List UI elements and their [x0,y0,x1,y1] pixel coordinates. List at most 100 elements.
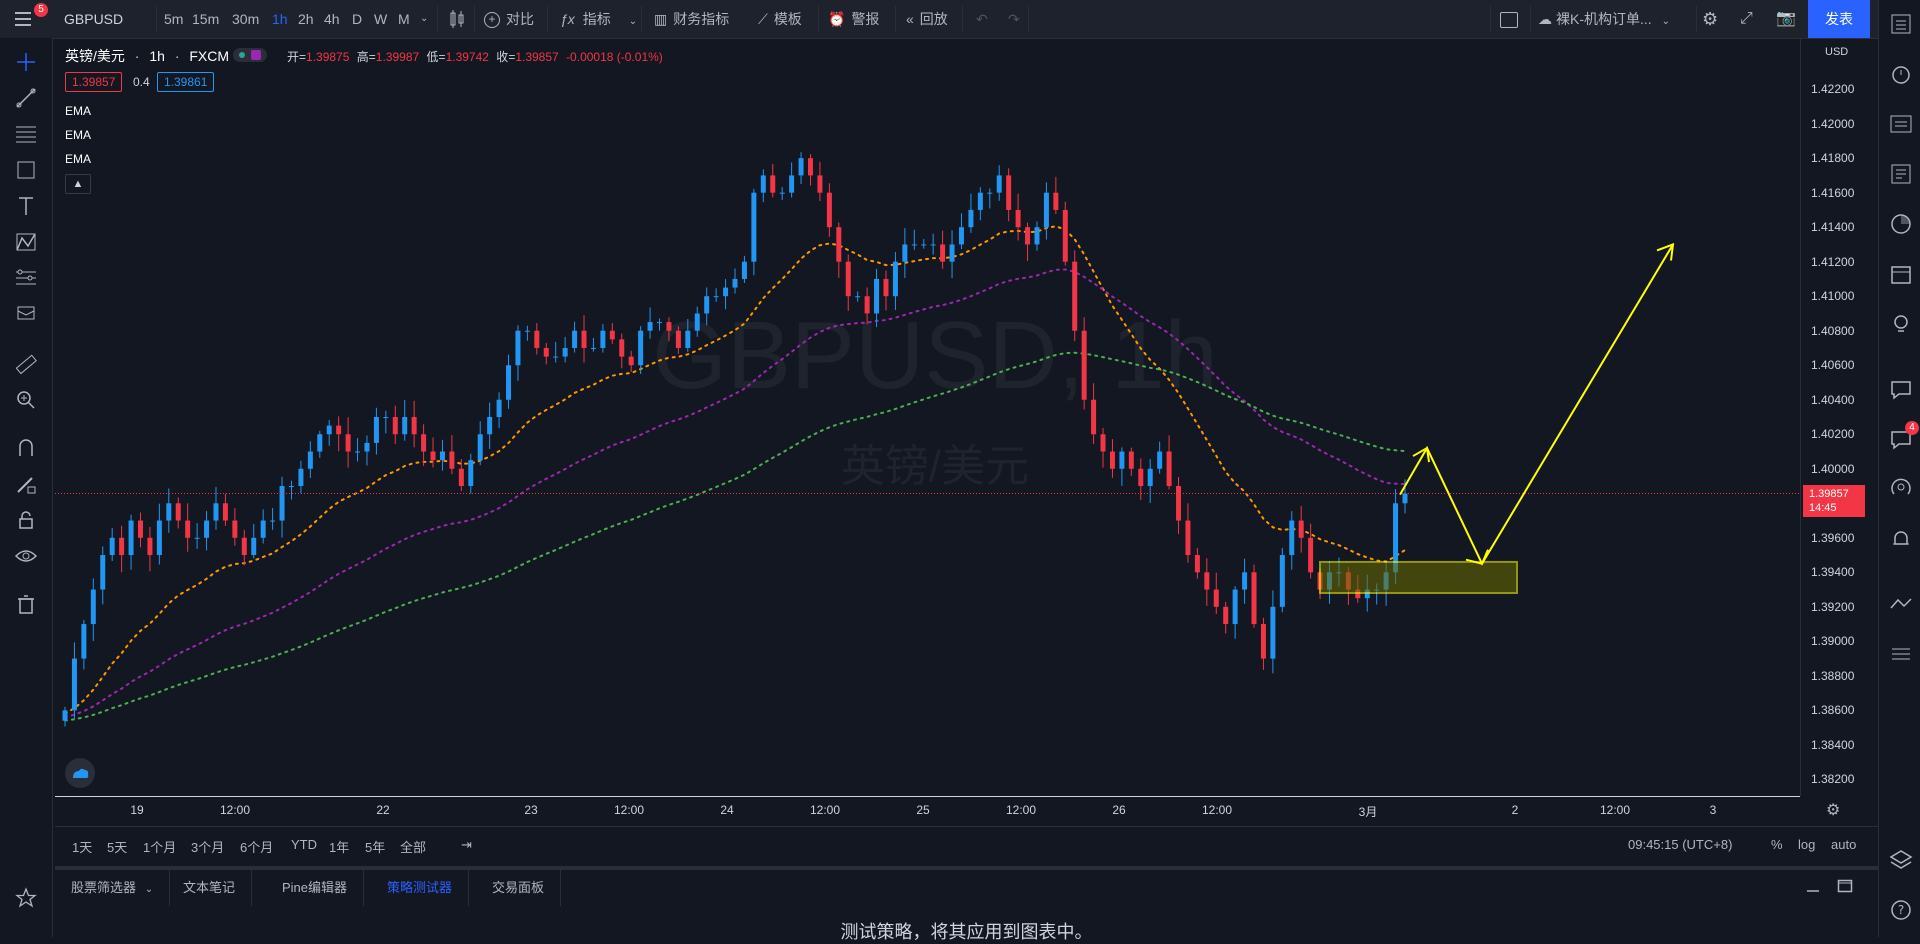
indicator-legend-ema-3[interactable]: EMA [65,152,92,166]
interval-chevron-down-icon[interactable]: ⌄ [420,13,429,24]
interval-d[interactable]: D [352,11,363,27]
auto-scale-toggle[interactable]: auto [1831,837,1857,852]
keep-drawing-tool[interactable] [12,470,40,498]
undo-button[interactable]: ↶ [976,0,988,38]
bid-price-box[interactable]: 1.39857 [65,72,123,92]
fib-tool[interactable] [12,120,40,148]
interval-m[interactable]: M [398,11,410,27]
indicator-legend-ema-2[interactable]: EMA [65,128,92,142]
dom-button[interactable] [1887,640,1915,668]
goto-date-button[interactable]: ⇥ [461,837,472,853]
range-button[interactable]: 1个月 [143,840,177,855]
notifications-button[interactable] [1887,525,1915,553]
trading-button[interactable] [1887,590,1915,618]
help-button[interactable]: ? [1887,896,1915,924]
interval-4h[interactable]: 4h [324,11,340,27]
ask-price-box[interactable]: 1.39861 [157,72,215,92]
snapshot-button[interactable]: 📷 [1776,0,1796,38]
fullscreen-layout-button[interactable] [1500,0,1518,38]
settings-button[interactable]: ⚙ [1702,0,1718,38]
magnet-tool[interactable] [12,434,40,462]
interval-1h[interactable]: 1h [272,11,288,27]
interval-15m[interactable]: 15m [192,11,220,27]
publish-button[interactable]: 发表 [1808,0,1870,38]
log-scale-toggle[interactable]: log [1798,837,1816,852]
price-axis[interactable]: USD 1.42200 1.42000 1.41800 1.41600 1.41400 1… [1800,38,1879,796]
calendar-button[interactable] [1887,260,1915,288]
bar-chart-icon: ▥ [654,11,668,27]
replay-button[interactable]: « 回放 [906,0,948,38]
range-button[interactable]: 6个月 [240,840,274,855]
chevron-down-icon[interactable]: ⌄ [1661,16,1671,27]
range-button[interactable]: 全部 [400,840,427,855]
axis-settings-button[interactable]: ⚙ [1826,800,1840,820]
maximize-panel-button[interactable] [1837,878,1853,894]
range-button[interactable]: YTD [291,837,317,852]
range-button[interactable]: 3个月 [191,840,225,855]
chart-type-button[interactable] [448,0,466,38]
chevron-down-icon[interactable]: ⌄ [628,16,638,27]
layers-icon [1889,850,1913,869]
messages-button[interactable]: 4 [1887,421,1919,453]
candle [1232,586,1238,639]
bottom-tab[interactable]: 交易面板 [476,870,562,906]
watchlist-button[interactable] [1887,10,1915,38]
text-tool[interactable] [12,192,40,220]
bottom-tab[interactable]: 策略测试器 [371,870,470,906]
clock-display[interactable]: 09:45:15 (UTC+8) [1628,837,1733,852]
menu-button[interactable]: 5 [14,0,48,38]
ideas-button[interactable] [1887,310,1915,338]
hotlist-button[interactable] [1887,210,1915,238]
tradingview-logo[interactable] [65,758,95,788]
zoom-tool[interactable] [12,386,40,414]
percent-scale-toggle[interactable]: % [1771,837,1783,852]
chart-pane[interactable]: GBPUSD, 1h 英镑/美元 英镑/美元 · 1h · FXCM 开=1.3… [55,38,1800,796]
candlestick-chart[interactable]: GBPUSD, 1h 英镑/美元 [55,38,1800,796]
measure-tool[interactable] [12,350,40,378]
interval-5m[interactable]: 5m [164,11,184,27]
time-tick-label: 12:00 [219,803,251,817]
bottom-tab[interactable]: Pine编辑器 [266,870,365,906]
redo-button[interactable]: ↷ [1008,0,1020,38]
indicators-button[interactable]: ƒx 指标 ⌄ [560,0,637,38]
prediction-tool[interactable] [12,264,40,292]
lock-tool[interactable] [12,506,40,534]
layers-button[interactable] [1887,846,1915,874]
pattern-tool[interactable] [12,228,40,256]
collapse-legend-button[interactable]: ▲ [65,174,91,194]
indicator-legend-ema-1[interactable]: EMA [65,104,92,118]
minimize-panel-button[interactable] [1805,878,1821,894]
time-axis[interactable]: 19 12:00 22 23 12:00 24 12:00 25 12:00 26 12:00 3月 2… [55,796,1800,825]
symbol-search[interactable]: GBPUSD [64,11,124,27]
templates-button[interactable]: ⟋ 模板 [758,0,802,38]
bottom-tab[interactable]: 文本笔记 [167,870,253,906]
interval-30m[interactable]: 30m [232,11,260,27]
range-button[interactable]: 5天 [107,840,128,855]
layout-name-button[interactable]: ☁ 裸K-机构订单... ⌄ [1538,0,1670,38]
range-button[interactable]: 1天 [72,840,93,855]
candle-body [770,175,776,193]
fullscreen-button[interactable]: ⤢ [1740,0,1753,38]
visibility-tool[interactable] [12,542,40,570]
bottom-tab[interactable]: 股票筛选器 ⌄ [55,870,171,906]
interval-2h[interactable]: 2h [298,11,314,27]
icons-tool[interactable] [12,300,40,328]
trendline-tool[interactable] [12,84,40,112]
chat-button[interactable] [1887,375,1915,403]
news-button[interactable] [1887,160,1915,188]
range-button[interactable]: 1年 [329,840,350,855]
alert-button[interactable]: ⏰ 警报 [828,0,879,38]
shapes-tool[interactable] [12,156,40,184]
alerts-button[interactable] [1887,60,1915,88]
compare-button[interactable]: + 对比 [484,0,534,38]
range-button[interactable]: 5年 [365,840,386,855]
remove-drawings-tool[interactable] [12,590,40,618]
market-status-toggle[interactable] [233,48,267,62]
interval-w[interactable]: W [374,11,388,27]
streams-button[interactable] [1887,475,1915,503]
crosshair-tool[interactable] [12,48,40,76]
favorites-tool[interactable] [12,884,40,912]
financials-button[interactable]: ▥ 财务指标 [654,0,729,38]
chevron-down-icon[interactable]: ⌄ [142,884,154,895]
data-window-button[interactable] [1887,110,1915,138]
